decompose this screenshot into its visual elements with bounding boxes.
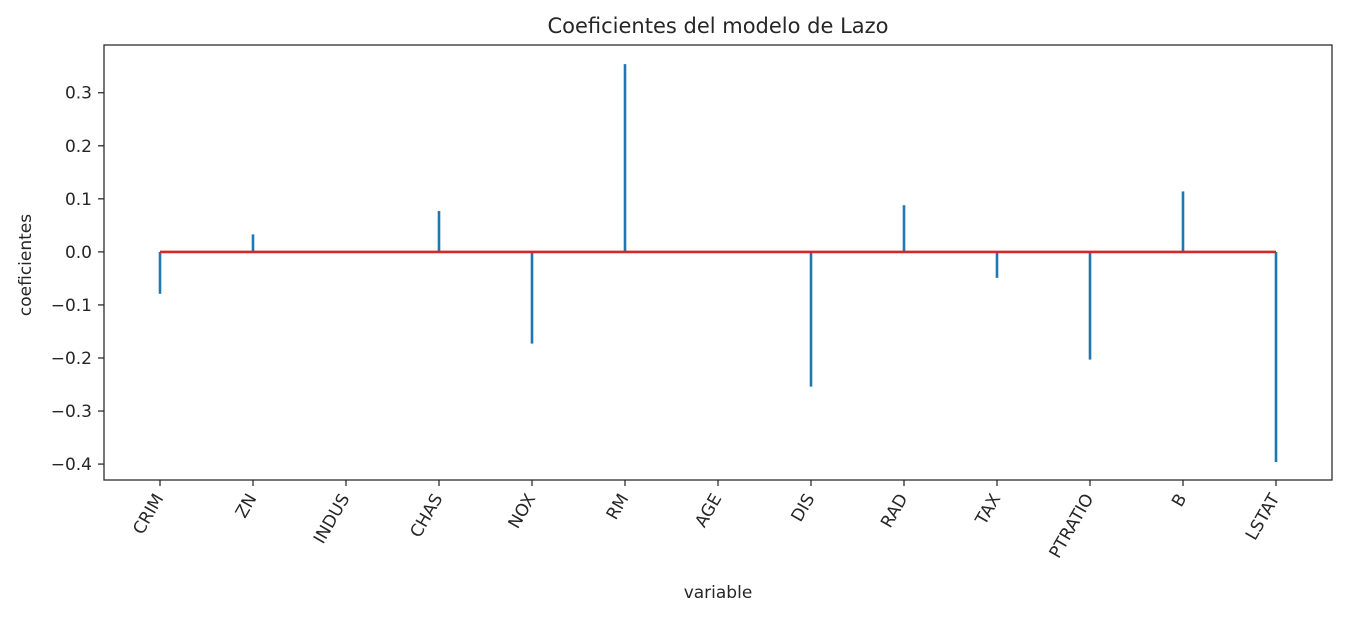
y-tick-label: −0.2 <box>51 349 92 369</box>
x-tick-label: INDUS <box>310 491 354 548</box>
y-tick-label: −0.1 <box>51 296 92 316</box>
x-tick-label: PTRATIO <box>1046 491 1099 562</box>
x-tick-label: TAX <box>971 490 1005 529</box>
x-tick-label: DIS <box>788 491 820 526</box>
x-tick-label: LSTAT <box>1242 490 1285 544</box>
x-tick-label: AGE <box>691 491 726 532</box>
x-tick-label: NOX <box>505 490 541 532</box>
plot-area: −0.4 −0.3 −0.2 −0.1 0.0 0.1 0.2 0.3 CRIM ZN INDUS C… <box>51 44 1333 562</box>
y-tick-label: −0.4 <box>51 455 92 475</box>
x-tick-label: CHAS <box>406 491 447 542</box>
x-tick-label: B <box>1168 491 1191 511</box>
chart-title: Coeficientes del modelo de Lazo <box>547 14 888 38</box>
x-axis-label: variable <box>684 583 753 603</box>
y-tick-label: −0.3 <box>51 402 92 422</box>
y-axis-label: coeficientes <box>16 214 36 316</box>
y-tick-label: 0.3 <box>65 84 92 104</box>
y-tick-label: 0.2 <box>65 137 92 157</box>
x-tick-label: CRIM <box>129 491 168 539</box>
y-tick-label: 0.0 <box>65 243 92 263</box>
x-tick-label: RAD <box>877 491 912 532</box>
x-tick-label: RM <box>603 491 634 524</box>
plot-frame <box>103 44 1333 481</box>
y-tick-label: 0.1 <box>65 190 92 210</box>
x-tick-label: ZN <box>232 491 262 522</box>
